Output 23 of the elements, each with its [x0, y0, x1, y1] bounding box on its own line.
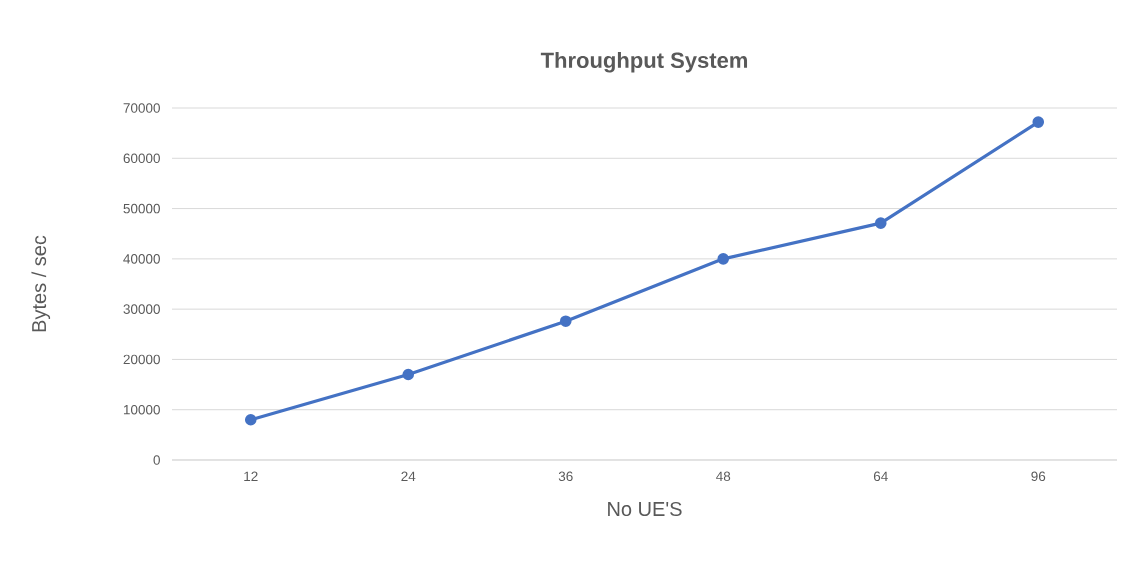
x-tick-label: 36	[558, 471, 573, 482]
x-axis-title: No UE'S	[608, 501, 682, 517]
y-tick-label: 30000	[123, 304, 160, 314]
x-tick-label: 48	[716, 471, 731, 482]
y-tick-label: 70000	[123, 103, 160, 113]
point	[874, 217, 887, 229]
y-tick-label: 60000	[123, 153, 160, 164]
x-tick-label: 24	[401, 471, 416, 481]
point	[717, 253, 730, 265]
point	[402, 368, 415, 381]
point	[1032, 116, 1045, 128]
x-tick-label: 96	[1031, 471, 1046, 482]
x-tick-label: 64	[873, 471, 888, 482]
point	[559, 315, 572, 328]
y-axis-title: Bytes / sec	[31, 235, 51, 332]
chart-title: Throughput System	[540, 51, 748, 73]
point	[244, 413, 257, 426]
y-tick-label: 40000	[123, 254, 160, 264]
y-tick-label: 50000	[123, 203, 160, 214]
x-tick-label: 12	[244, 471, 258, 481]
y-tick-label: 0	[153, 455, 160, 465]
y-tick-label: 20000	[123, 354, 160, 365]
y-tick-label: 10000	[123, 404, 160, 415]
